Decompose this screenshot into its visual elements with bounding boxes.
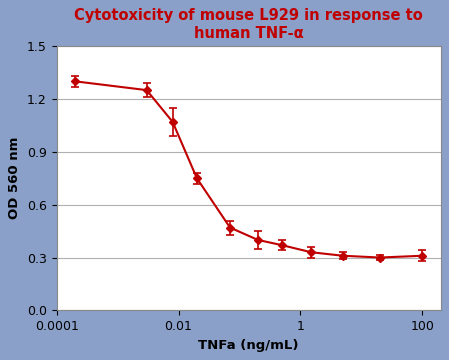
Y-axis label: OD 560 nm: OD 560 nm: [9, 137, 22, 219]
X-axis label: TNFa (ng/mL): TNFa (ng/mL): [198, 339, 299, 352]
Title: Cytotoxicity of mouse L929 in response to
human TNF-α: Cytotoxicity of mouse L929 in response t…: [74, 8, 423, 41]
